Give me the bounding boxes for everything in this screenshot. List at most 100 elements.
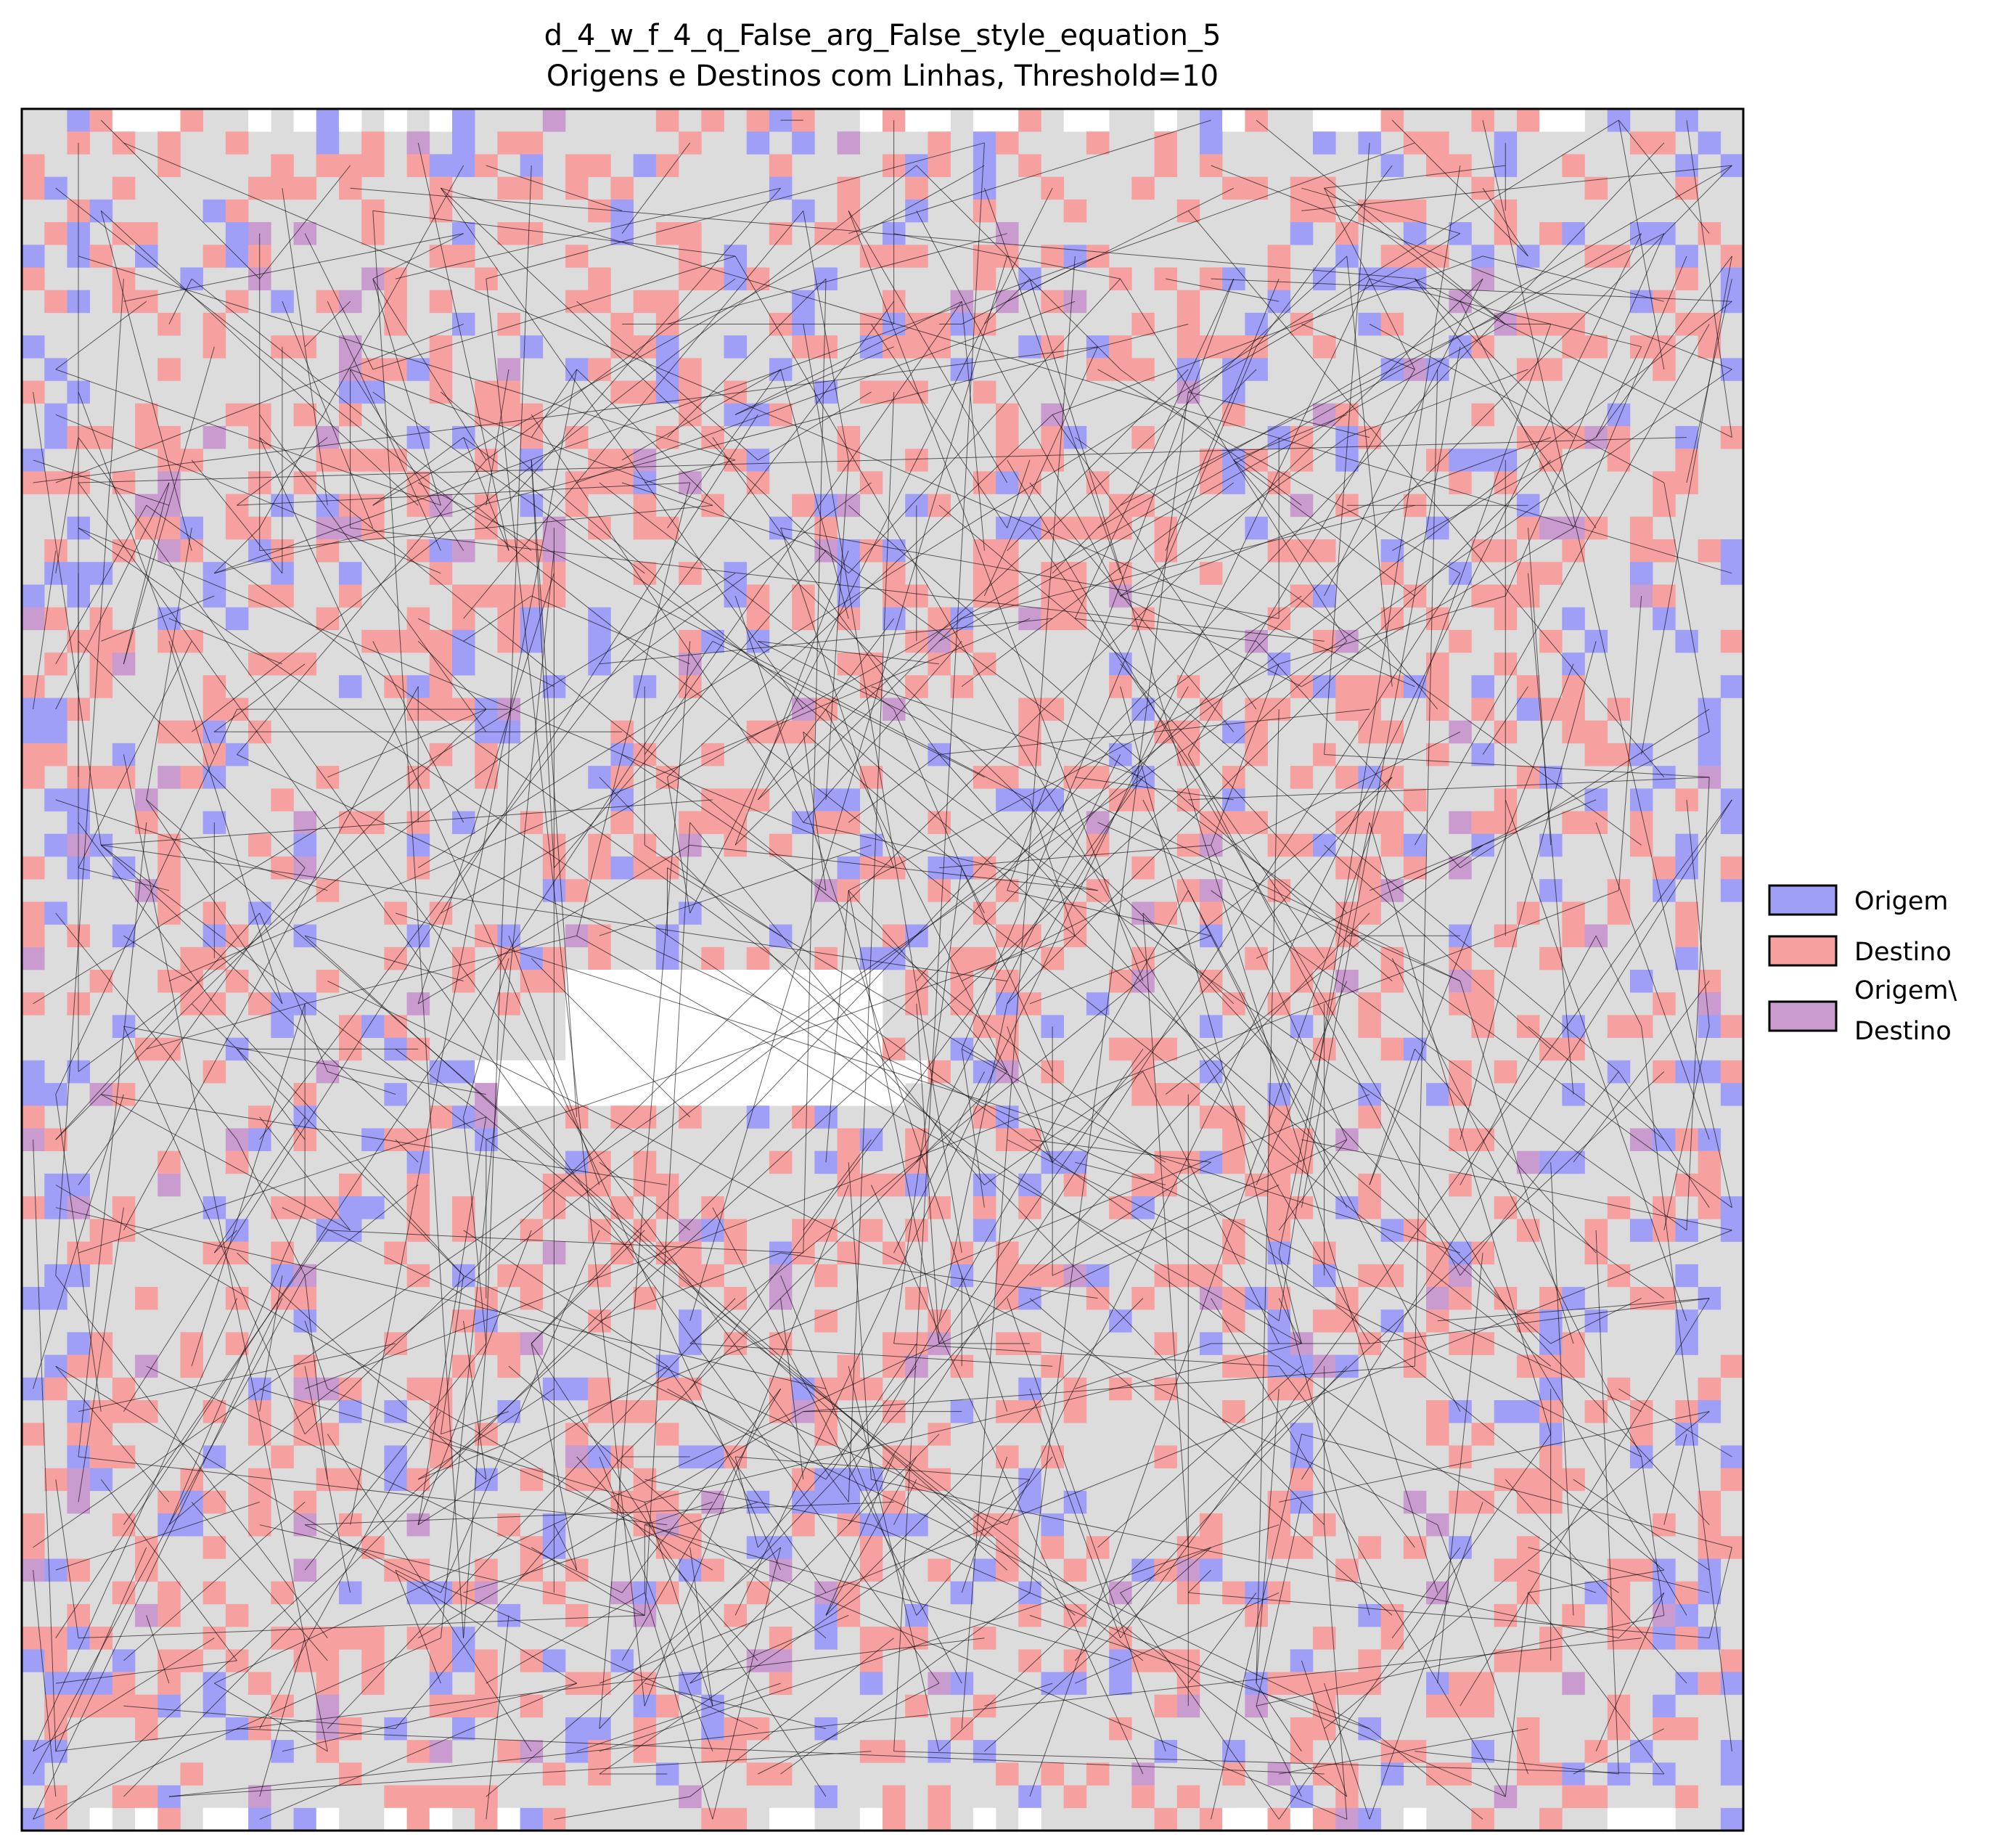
cell-destino — [1222, 1219, 1245, 1242]
cell-destino — [338, 1627, 362, 1650]
connection-line — [372, 391, 1665, 1299]
connection-line — [282, 1683, 577, 1752]
cell-empty — [996, 109, 1019, 132]
cell-destino — [293, 176, 317, 200]
connection-line — [1007, 890, 1211, 936]
cell-empty — [679, 1015, 702, 1038]
cell-empty — [1562, 109, 1585, 132]
connection-line — [259, 165, 464, 528]
cell-empty — [429, 109, 453, 132]
cell-destino — [1539, 425, 1563, 449]
connection-line — [55, 437, 79, 573]
cell-origem — [452, 109, 475, 132]
cell-origem-destino — [1653, 1603, 1676, 1627]
connection-line — [1686, 120, 1732, 438]
cell-origem — [1720, 879, 1744, 902]
cell-empty — [1313, 109, 1336, 132]
cell-destino — [1584, 245, 1608, 268]
connection-line — [1369, 1728, 1483, 1820]
cell-origem — [1675, 1672, 1698, 1696]
cell-origem — [361, 1015, 385, 1038]
cell-destino — [89, 1445, 113, 1468]
cell-origem — [338, 675, 362, 698]
cell-destino — [248, 1490, 271, 1514]
cell-origem — [1562, 607, 1585, 631]
connection-line — [1120, 1547, 1211, 1593]
cell-destino — [475, 924, 498, 948]
connection-line — [282, 301, 374, 528]
cell-destino — [497, 222, 520, 245]
cell-destino — [67, 1423, 90, 1446]
connection-line — [757, 618, 894, 801]
cell-empty — [475, 1060, 498, 1084]
connection-line — [440, 187, 804, 710]
connection-line — [576, 482, 691, 936]
connection-line — [734, 346, 894, 415]
cell-origem — [1675, 1309, 1698, 1333]
cell-destino — [248, 1423, 271, 1446]
connection-line — [214, 324, 1189, 574]
cell-destino — [1471, 811, 1494, 835]
cell-destino — [588, 290, 611, 314]
cell-origem — [1698, 1128, 1722, 1151]
cell-destino — [1539, 222, 1563, 245]
cell-destino — [1245, 1354, 1268, 1378]
connection-line — [1211, 1298, 1506, 1797]
cell-origem — [1041, 1513, 1064, 1537]
cell-destino — [837, 176, 861, 200]
cell-origem-destino — [769, 1649, 793, 1672]
cell-destino — [22, 766, 45, 789]
cell-destino — [701, 1740, 724, 1763]
cell-destino — [769, 1672, 793, 1696]
cell-destino — [1176, 1785, 1200, 1809]
cell-destino — [1313, 335, 1336, 359]
cell-destino — [655, 222, 679, 245]
cell-destino — [406, 1264, 430, 1288]
cell-destino — [429, 199, 453, 223]
cell-destino — [1471, 403, 1494, 427]
cell-origem — [1675, 1264, 1698, 1288]
connection-line — [463, 595, 532, 642]
cell-destino — [1471, 1694, 1494, 1718]
connection-line — [825, 1456, 917, 1616]
cell-destino — [679, 222, 702, 245]
cell-destino — [1426, 743, 1449, 766]
cell-destino — [1131, 358, 1155, 381]
cell-destino — [701, 267, 724, 290]
connection-line — [1097, 165, 1732, 528]
connection-line — [962, 504, 1415, 619]
cell-origem — [22, 1286, 45, 1310]
cell-destino — [157, 901, 181, 925]
cell-destino — [928, 154, 951, 177]
connection-line — [55, 1365, 170, 1502]
cell-destino — [361, 1672, 385, 1696]
cell-destino — [1335, 766, 1359, 789]
cell-origem — [1313, 131, 1336, 155]
cell-origem — [1516, 1400, 1540, 1423]
connection-line — [395, 1456, 623, 1729]
cell-origem-destino — [1131, 970, 1155, 993]
connection-line — [33, 1638, 215, 1752]
cell-destino — [1449, 1173, 1472, 1197]
cell-origem — [1267, 1309, 1291, 1333]
cell-destino — [157, 449, 181, 472]
cell-origem-destino — [475, 1083, 498, 1106]
connection-line — [1029, 392, 1189, 1593]
connection-line — [1007, 278, 1235, 891]
cell-origem — [588, 607, 611, 631]
connection-line — [916, 165, 1121, 370]
connection-line — [825, 550, 1732, 1209]
cell-destino — [1358, 1649, 1381, 1672]
cell-destino — [497, 1332, 520, 1355]
cell-destino — [701, 109, 724, 132]
connection-line — [1211, 165, 1732, 370]
cell-destino — [475, 1649, 498, 1672]
cell-destino — [1720, 629, 1744, 653]
cell-origem — [1199, 109, 1223, 132]
cell-destino — [746, 471, 770, 494]
connection-line — [55, 300, 147, 370]
connection-line — [1279, 595, 1506, 665]
cell-destino — [1041, 1762, 1064, 1786]
connection-line — [327, 301, 441, 551]
cell-origem — [837, 788, 861, 811]
